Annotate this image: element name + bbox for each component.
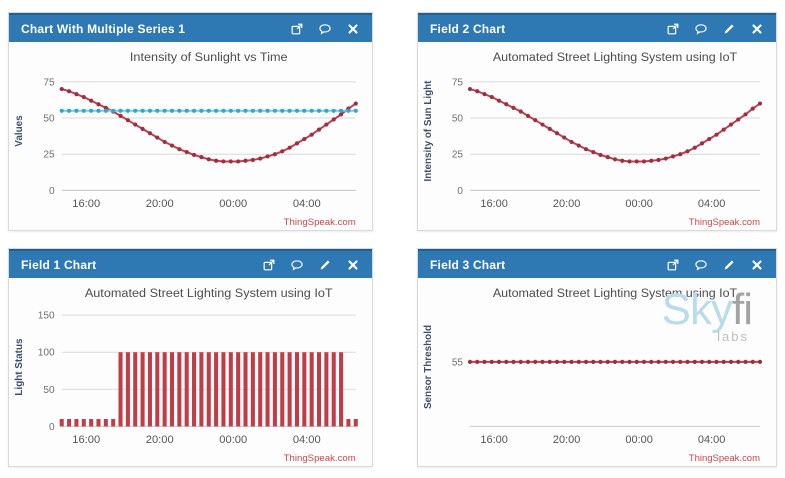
comment-icon[interactable] bbox=[318, 22, 332, 36]
svg-text:00:00: 00:00 bbox=[625, 198, 653, 210]
panel-title: Chart With Multiple Series 1 bbox=[21, 21, 186, 36]
svg-text:00:00: 00:00 bbox=[219, 198, 247, 210]
svg-text:50: 50 bbox=[43, 385, 55, 396]
edit-icon[interactable] bbox=[722, 258, 736, 272]
panel-header: Field 2 Chart bbox=[418, 13, 776, 42]
svg-text:0: 0 bbox=[49, 422, 55, 433]
svg-text:20:00: 20:00 bbox=[146, 198, 174, 210]
svg-text:20:00: 20:00 bbox=[553, 434, 581, 446]
chart-panel-field2: Field 2 Chart 0 25 50 75 16:00 20:00 00:00 04:0… bbox=[417, 12, 777, 231]
svg-text:20:00: 20:00 bbox=[146, 434, 174, 446]
svg-text:00:00: 00:00 bbox=[625, 434, 653, 446]
chart-svg: 0 50 100 150 16:00 20:00 00:00 04:00 Automated S… bbox=[14, 286, 358, 464]
svg-text:50: 50 bbox=[452, 114, 464, 125]
svg-text:Automated Street Lighting Syst: Automated Street Lighting System using I… bbox=[85, 286, 333, 300]
panel-title: Field 2 Chart bbox=[430, 21, 506, 36]
svg-text:Light Status: Light Status bbox=[14, 338, 25, 395]
svg-text:55: 55 bbox=[452, 357, 464, 368]
close-icon[interactable] bbox=[750, 22, 764, 36]
svg-text:Intensity of Sunlight vs Time: Intensity of Sunlight vs Time bbox=[130, 50, 288, 64]
svg-text:100: 100 bbox=[38, 348, 55, 359]
header-icons bbox=[290, 22, 360, 36]
svg-text:50: 50 bbox=[43, 114, 55, 125]
close-icon[interactable] bbox=[750, 258, 764, 272]
edit-icon[interactable] bbox=[318, 258, 332, 272]
svg-text:04:00: 04:00 bbox=[293, 434, 321, 446]
svg-text:16:00: 16:00 bbox=[480, 198, 508, 210]
header-icons bbox=[666, 258, 764, 272]
export-icon[interactable] bbox=[666, 258, 680, 272]
panel-header: Chart With Multiple Series 1 bbox=[9, 13, 372, 42]
svg-text:04:00: 04:00 bbox=[293, 198, 321, 210]
svg-text:Automated Street Lighting Syst: Automated Street Lighting System using I… bbox=[493, 50, 738, 64]
chart-svg: 0 25 50 75 16:00 20:00 00:00 04:00 Automated Str… bbox=[423, 50, 763, 228]
svg-text:25: 25 bbox=[43, 150, 55, 161]
chart-panel-multiple-series: Chart With Multiple Series 1 0 25 50 75 16:0… bbox=[8, 12, 373, 231]
export-icon[interactable] bbox=[666, 22, 680, 36]
export-icon[interactable] bbox=[262, 258, 276, 272]
panel-title: Field 1 Chart bbox=[21, 257, 97, 272]
svg-text:16:00: 16:00 bbox=[480, 434, 508, 446]
svg-text:16:00: 16:00 bbox=[72, 198, 100, 210]
svg-text:Automated Street Lighting Syst: Automated Street Lighting System using I… bbox=[493, 286, 738, 300]
svg-text:Sensor Threshold: Sensor Threshold bbox=[423, 325, 434, 409]
comment-icon[interactable] bbox=[694, 22, 708, 36]
chart-canvas: 55 16:00 20:00 00:00 04:00 Automated Street L… bbox=[418, 278, 776, 466]
svg-text:20:00: 20:00 bbox=[553, 198, 581, 210]
header-icons bbox=[262, 258, 360, 272]
svg-text:04:00: 04:00 bbox=[698, 198, 726, 210]
svg-text:Values: Values bbox=[14, 115, 25, 147]
svg-text:16:00: 16:00 bbox=[72, 434, 100, 446]
comment-icon[interactable] bbox=[290, 258, 304, 272]
thingspeak-link[interactable]: ThingSpeak.com bbox=[689, 453, 760, 464]
chart-panel-field3: Field 3 Chart 55 16:00 20:00 00:00 04:00 Auto… bbox=[417, 248, 777, 467]
panel-header: Field 3 Chart bbox=[418, 249, 776, 278]
export-icon[interactable] bbox=[290, 22, 304, 36]
svg-text:0: 0 bbox=[457, 186, 463, 197]
svg-text:75: 75 bbox=[43, 77, 55, 88]
svg-text:04:00: 04:00 bbox=[698, 434, 726, 446]
chart-canvas: 0 50 100 150 16:00 20:00 00:00 04:00 Automated S… bbox=[9, 278, 372, 466]
svg-text:0: 0 bbox=[49, 186, 55, 197]
svg-text:Intensity of Sun Light: Intensity of Sun Light bbox=[423, 80, 434, 182]
thingspeak-link[interactable]: ThingSpeak.com bbox=[284, 453, 356, 464]
chart-svg: 55 16:00 20:00 00:00 04:00 Automated Street L… bbox=[423, 286, 763, 464]
chart-canvas: 0 25 50 75 16:00 20:00 00:00 04:00 Automated Str… bbox=[418, 42, 776, 230]
comment-icon[interactable] bbox=[694, 258, 708, 272]
svg-text:25: 25 bbox=[452, 150, 464, 161]
header-icons bbox=[666, 22, 764, 36]
svg-text:75: 75 bbox=[452, 77, 464, 88]
panel-title: Field 3 Chart bbox=[430, 257, 506, 272]
svg-text:150: 150 bbox=[38, 311, 55, 322]
chart-svg: 0 25 50 75 16:00 20:00 00:00 04:00 Intensity of … bbox=[14, 50, 358, 228]
thingspeak-link[interactable]: ThingSpeak.com bbox=[284, 217, 356, 228]
chart-canvas: 0 25 50 75 16:00 20:00 00:00 04:00 Intensity of … bbox=[9, 42, 372, 230]
chart-panel-field1: Field 1 Chart 0 50 100 150 16:00 20:00 00:00 04… bbox=[8, 248, 373, 467]
panel-header: Field 1 Chart bbox=[9, 249, 372, 278]
svg-text:00:00: 00:00 bbox=[219, 434, 247, 446]
edit-icon[interactable] bbox=[722, 22, 736, 36]
close-icon[interactable] bbox=[346, 22, 360, 36]
thingspeak-link[interactable]: ThingSpeak.com bbox=[689, 217, 760, 228]
close-icon[interactable] bbox=[346, 258, 360, 272]
